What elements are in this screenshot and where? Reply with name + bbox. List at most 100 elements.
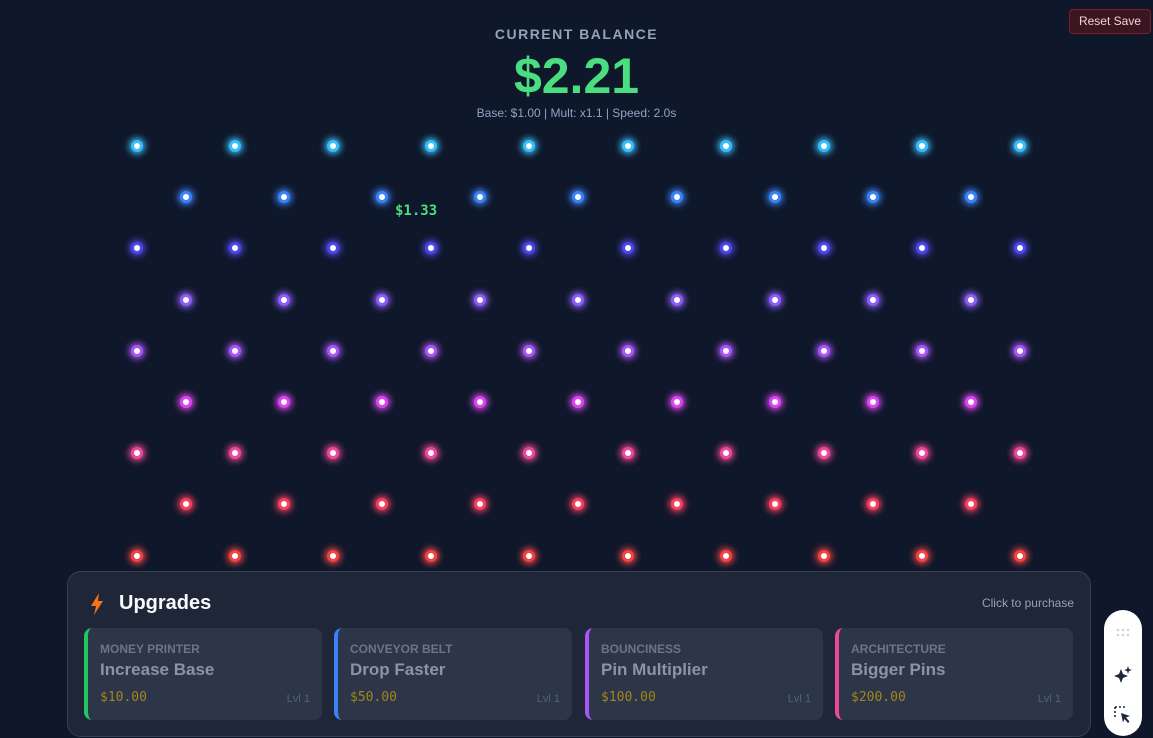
peg [425, 344, 438, 357]
peg [327, 140, 340, 152]
peg [327, 447, 340, 460]
peg [670, 396, 683, 408]
peg [229, 447, 242, 460]
peg [572, 293, 585, 306]
peg [719, 344, 732, 357]
peg [229, 344, 242, 357]
upgrade-name: Bigger Pins [851, 660, 946, 679]
peg [523, 344, 536, 357]
peg [817, 242, 830, 255]
peg [376, 191, 389, 204]
upgrades-panel: Upgrades Click to purchase MONEY PRINTER… [67, 571, 1091, 737]
peg [719, 242, 732, 255]
peg [131, 140, 143, 152]
side-toolbar [1104, 610, 1142, 736]
upgrade-card-increase-base[interactable]: MONEY PRINTER Increase Base $10.00 Lvl 1 [84, 628, 322, 720]
peg [425, 447, 438, 460]
peg [719, 140, 732, 152]
peg [131, 549, 143, 562]
peg [131, 344, 143, 357]
upgrade-cost: $50.00 [350, 690, 397, 705]
upgrade-category: BOUNCINESS [601, 642, 682, 656]
upgrade-level: Lvl 1 [1037, 693, 1061, 705]
peg [768, 498, 781, 511]
peg [376, 396, 389, 408]
upgrade-name: Increase Base [100, 660, 215, 679]
peg [180, 396, 193, 408]
purchase-hint: Click to purchase [981, 596, 1074, 610]
peg [768, 191, 781, 204]
peg [180, 293, 193, 306]
peg [474, 498, 487, 511]
peg [866, 191, 879, 204]
upgrade-category: ARCHITECTURE [851, 642, 946, 656]
peg [915, 344, 928, 357]
peg [866, 396, 879, 408]
peg [719, 447, 732, 460]
upgrade-level: Lvl 1 [787, 693, 811, 705]
peg [523, 140, 536, 152]
peg [1013, 140, 1026, 152]
peg [425, 242, 438, 255]
peg [474, 293, 487, 306]
peg [327, 549, 340, 562]
upgrade-level: Lvl 1 [286, 693, 310, 705]
upgrade-cards: MONEY PRINTER Increase Base $10.00 Lvl 1… [84, 628, 1074, 720]
peg [229, 242, 242, 255]
upgrade-category: MONEY PRINTER [100, 642, 200, 656]
reset-save-button[interactable]: Reset Save [1069, 9, 1151, 34]
peg [915, 549, 928, 562]
peg [964, 498, 977, 511]
peg [278, 396, 291, 408]
peg [670, 191, 683, 204]
peg [278, 191, 291, 204]
peg [621, 344, 634, 357]
peg [229, 549, 242, 562]
peg [523, 447, 536, 460]
peg [1013, 447, 1026, 460]
peg [474, 396, 487, 408]
peg [964, 191, 977, 204]
peg [572, 498, 585, 511]
grid-dots-icon[interactable] [1104, 618, 1142, 648]
peg [915, 140, 928, 152]
peg [376, 293, 389, 306]
earnings-popup: $1.33 [395, 203, 438, 219]
peg [180, 498, 193, 511]
peg [572, 396, 585, 408]
peg [180, 191, 193, 204]
peg [523, 549, 536, 562]
select-arrow-icon[interactable] [1104, 700, 1142, 730]
upgrade-cost: $10.00 [100, 690, 147, 705]
peg [1013, 344, 1026, 357]
upgrade-card-bigger-pins[interactable]: ARCHITECTURE Bigger Pins $200.00 Lvl 1 [835, 628, 1073, 720]
peg [278, 293, 291, 306]
upgrade-card-pin-multiplier[interactable]: BOUNCINESS Pin Multiplier $100.00 Lvl 1 [585, 628, 823, 720]
balance-value: $2.21 [513, 48, 640, 104]
stats-line: Base: $1.00 | Mult: x1.1 | Speed: 2.0s [476, 106, 677, 120]
peg [621, 242, 634, 255]
peg [1013, 242, 1026, 255]
peg [964, 293, 977, 306]
sparkle-icon[interactable] [1104, 660, 1142, 690]
peg [621, 140, 634, 152]
upgrade-name: Pin Multiplier [601, 660, 708, 679]
peg [817, 447, 830, 460]
peg [866, 498, 879, 511]
peg [915, 242, 928, 255]
peg [817, 344, 830, 357]
peg [474, 191, 487, 204]
peg [572, 191, 585, 204]
balance-label: CURRENT BALANCE [494, 26, 659, 42]
peg [866, 293, 879, 306]
upgrade-card-drop-faster[interactable]: CONVEYOR BELT Drop Faster $50.00 Lvl 1 [334, 628, 572, 720]
peg [915, 447, 928, 460]
peg [278, 498, 291, 511]
upgrade-name: Drop Faster [350, 660, 446, 679]
upgrade-level: Lvl 1 [536, 693, 560, 705]
peg [1013, 549, 1026, 562]
peg [327, 344, 340, 357]
peg [817, 140, 830, 152]
peg [131, 447, 143, 460]
